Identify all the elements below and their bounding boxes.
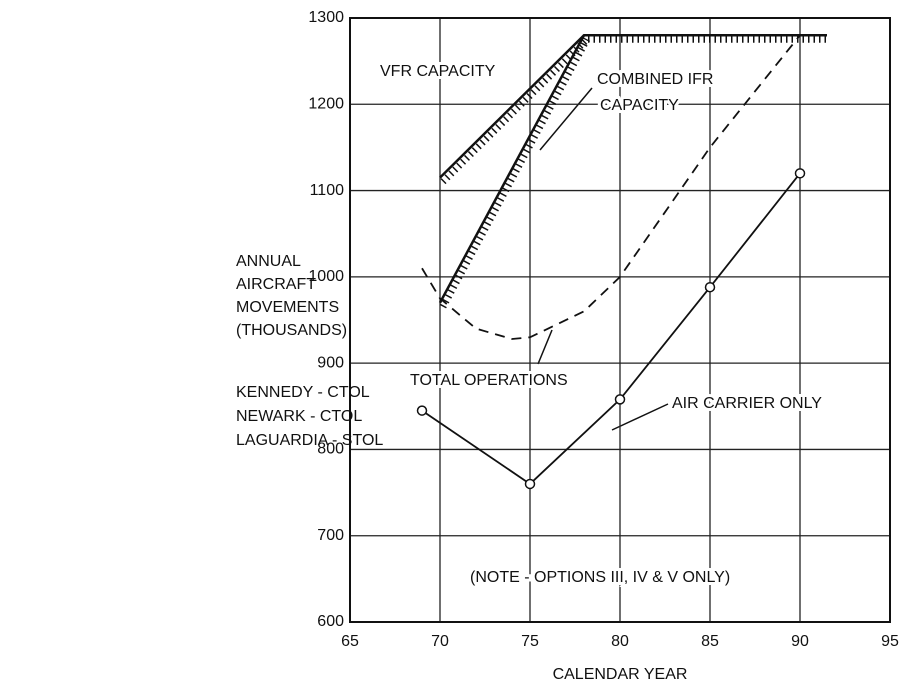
y-tick-label: 600 [317, 613, 344, 630]
marker [614, 394, 626, 405]
x-tick-label: 70 [431, 633, 449, 650]
y-axis-label: AIRCRAFT [236, 276, 316, 293]
x-tick-label: 65 [341, 633, 359, 650]
x-tick-label: 95 [881, 633, 899, 650]
annotation: TOTAL OPERATIONS [410, 372, 568, 389]
y-axis-label: MOVEMENTS [236, 299, 339, 316]
leader-air [611, 403, 669, 431]
y-tick-label: 800 [317, 441, 344, 458]
annotation: AIR CARRIER ONLY [672, 395, 822, 412]
series-line [438, 34, 586, 304]
y-tick-label: 1000 [308, 268, 344, 285]
hatching [440, 35, 830, 185]
series-line [439, 34, 827, 179]
note: NEWARK - CTOL [236, 408, 362, 425]
series-line [421, 172, 801, 486]
annotation: COMBINED IFR [597, 71, 713, 88]
annotation: CAPACITY [600, 97, 679, 114]
y-tick-label: 900 [317, 354, 344, 371]
x-tick-label: 80 [611, 633, 629, 650]
y-tick-label: 1200 [308, 96, 344, 113]
note: KENNEDY - CTOL [236, 384, 370, 401]
note: LAGUARDIA - STOL [236, 432, 383, 449]
y-tick-label: 1100 [310, 182, 345, 199]
x-tick-label: 85 [701, 633, 719, 650]
y-tick-label: 700 [317, 527, 344, 544]
hatching [439, 37, 591, 309]
y-tick-label: 1300 [308, 9, 344, 26]
leader-ifr [539, 87, 593, 151]
leader-total [537, 329, 553, 365]
x-axis-label: CALENDAR YEAR [553, 666, 688, 683]
series-line [421, 34, 801, 340]
marker [416, 405, 428, 416]
marker [794, 168, 806, 179]
x-tick-label: 90 [791, 633, 809, 650]
x-tick-label: 75 [521, 633, 539, 650]
annotation: (NOTE - OPTIONS III, IV & V ONLY) [470, 569, 730, 586]
marker [524, 478, 536, 490]
y-axis-label: ANNUAL [236, 253, 301, 270]
annotation: VFR CAPACITY [380, 63, 496, 80]
plot-frame [349, 17, 891, 623]
y-axis-label: (THOUSANDS) [236, 322, 347, 339]
marker [704, 281, 716, 293]
